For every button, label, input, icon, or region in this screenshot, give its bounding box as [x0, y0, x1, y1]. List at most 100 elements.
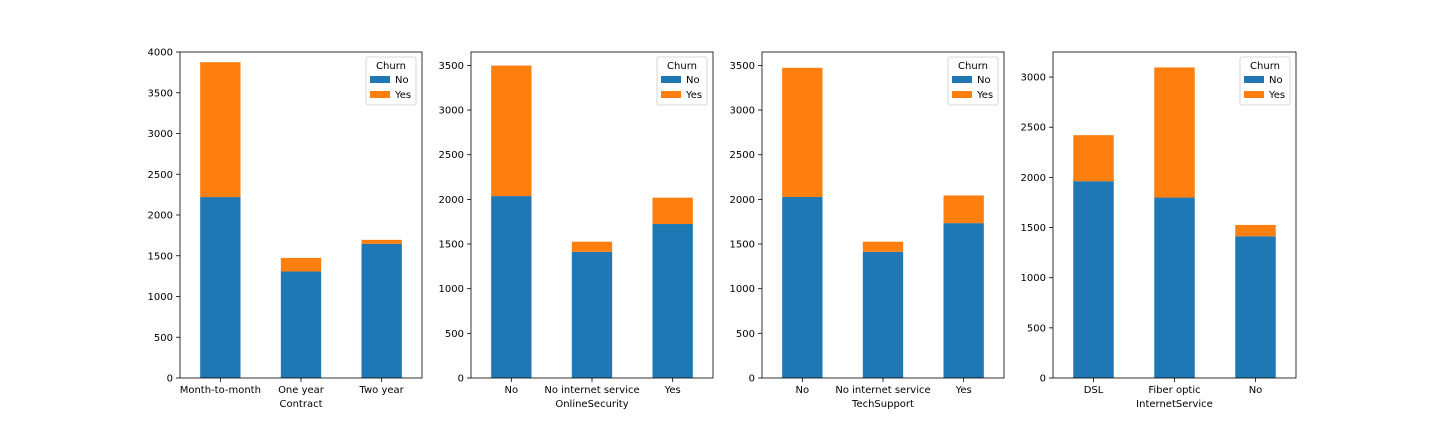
- y-tick-label: 2000: [1021, 173, 1046, 184]
- y-tick-label: 1500: [439, 240, 464, 251]
- chart-panel-2: No No internet service Yes 0 500 1000 1500 2000…: [439, 51, 714, 410]
- bar-yes-2: [280, 257, 322, 272]
- legend-swatch-no: [952, 76, 972, 83]
- x-tick-label: One year: [278, 385, 325, 396]
- y-tick-label: 3000: [730, 106, 755, 117]
- axes-frame: [1052, 51, 1297, 379]
- bar-yes-3: [943, 195, 984, 224]
- legend-label-yes: Yes: [685, 90, 702, 101]
- legend: Churn No Yes: [656, 56, 708, 106]
- axes-frame: [470, 51, 714, 379]
- y-tick-label: 2500: [730, 150, 755, 161]
- x-tick-label: Month-to-month: [180, 385, 261, 396]
- x-axis-label: InternetService: [1136, 399, 1213, 410]
- bar-yes-2: [571, 241, 613, 252]
- y-tick-label: 2500: [1021, 123, 1046, 134]
- axes-frame: [179, 51, 423, 379]
- legend: Churn No Yes: [365, 56, 417, 106]
- bar-no-2: [1154, 197, 1195, 378]
- x-tick-label: No internet service: [835, 385, 930, 396]
- legend: Churn No Yes: [1239, 56, 1291, 106]
- x-tick-label: No internet service: [544, 385, 639, 396]
- bar-no-3: [361, 243, 402, 378]
- axes-frame: [761, 51, 1005, 379]
- y-tick-label: 1500: [148, 251, 173, 262]
- y-tick-label: 0: [749, 374, 755, 385]
- legend-swatch-no: [661, 76, 681, 83]
- legend-swatch-yes: [952, 91, 972, 98]
- legend-title: Churn: [1250, 61, 1280, 72]
- x-axis-label: Contract: [279, 399, 322, 410]
- bar-yes-1: [200, 62, 241, 198]
- bar-no-1: [200, 197, 241, 378]
- legend-title: Churn: [667, 61, 697, 72]
- y-tick-label: 0: [458, 374, 464, 385]
- y-tick-label: 3000: [148, 129, 173, 140]
- legend-label-no: No: [1269, 75, 1283, 86]
- x-tick-label: Yes: [664, 385, 681, 396]
- x-tick-label: Fiber optic: [1148, 385, 1200, 396]
- y-tick-label: 1500: [730, 240, 755, 251]
- legend-label-yes: Yes: [1268, 90, 1285, 101]
- chart-panel-3: No No internet service Yes 0 500 1000 1500 2000…: [730, 51, 1005, 410]
- x-tick-label: No: [505, 385, 519, 396]
- x-axis-label: OnlineSecurity: [555, 399, 628, 410]
- y-tick-label: 500: [154, 333, 173, 344]
- y-tick-label: 2500: [148, 170, 173, 181]
- x-tick-label: DSL: [1084, 385, 1104, 396]
- y-tick-label: 1000: [148, 292, 173, 303]
- y-tick-label: 2000: [439, 195, 464, 206]
- bar-yes-3: [361, 239, 402, 244]
- x-tick-label: No: [1249, 385, 1263, 396]
- x-tick-label: No: [796, 385, 810, 396]
- x-axis-label: TechSupport: [851, 399, 914, 410]
- y-tick-label: 500: [1027, 323, 1046, 334]
- y-tick-label: 1500: [1021, 223, 1046, 234]
- legend-swatch-yes: [370, 91, 390, 98]
- bar-yes-2: [862, 241, 904, 252]
- bar-no-1: [491, 196, 532, 378]
- y-tick-label: 3500: [439, 61, 464, 72]
- legend-swatch-no: [1244, 76, 1264, 83]
- bar-no-3: [652, 224, 693, 378]
- bar-yes-2: [1154, 67, 1195, 198]
- y-tick-label: 1000: [1021, 273, 1046, 284]
- bar-no-2: [862, 251, 904, 378]
- x-tick-label: Two year: [359, 385, 405, 396]
- legend-label-no: No: [977, 75, 991, 86]
- y-tick-label: 4000: [148, 48, 173, 59]
- bar-no-2: [280, 271, 322, 378]
- bar-yes-1: [782, 67, 823, 197]
- y-tick-label: 3000: [1021, 73, 1046, 84]
- legend-label-no: No: [686, 75, 700, 86]
- y-tick-label: 3000: [439, 106, 464, 117]
- bar-yes-1: [1073, 135, 1114, 182]
- x-tick-label: Yes: [955, 385, 972, 396]
- y-tick-label: 3500: [730, 61, 755, 72]
- y-tick-label: 2500: [439, 150, 464, 161]
- legend-label-yes: Yes: [394, 90, 411, 101]
- legend-title: Churn: [958, 61, 988, 72]
- legend-label-no: No: [395, 75, 409, 86]
- y-tick-label: 0: [167, 374, 173, 385]
- y-tick-label: 500: [445, 329, 464, 340]
- y-tick-label: 500: [736, 329, 755, 340]
- y-tick-label: 2000: [730, 195, 755, 206]
- y-tick-label: 1000: [439, 284, 464, 295]
- legend-title: Churn: [376, 61, 406, 72]
- y-tick-label: 1000: [730, 284, 755, 295]
- y-tick-label: 0: [1040, 374, 1046, 385]
- bar-no-2: [571, 251, 613, 378]
- chart-panel-1: Month-to-month One year Two year 0 500 1000 15…: [148, 48, 423, 410]
- bar-yes-3: [1235, 224, 1276, 237]
- bar-yes-1: [491, 65, 532, 197]
- bar-yes-3: [652, 197, 693, 225]
- legend-label-yes: Yes: [976, 90, 993, 101]
- legend-swatch-no: [370, 76, 390, 83]
- legend-swatch-yes: [1244, 91, 1264, 98]
- bar-no-1: [782, 196, 823, 378]
- legend: Churn No Yes: [947, 56, 999, 106]
- y-tick-label: 3500: [148, 88, 173, 99]
- bar-no-1: [1073, 181, 1114, 378]
